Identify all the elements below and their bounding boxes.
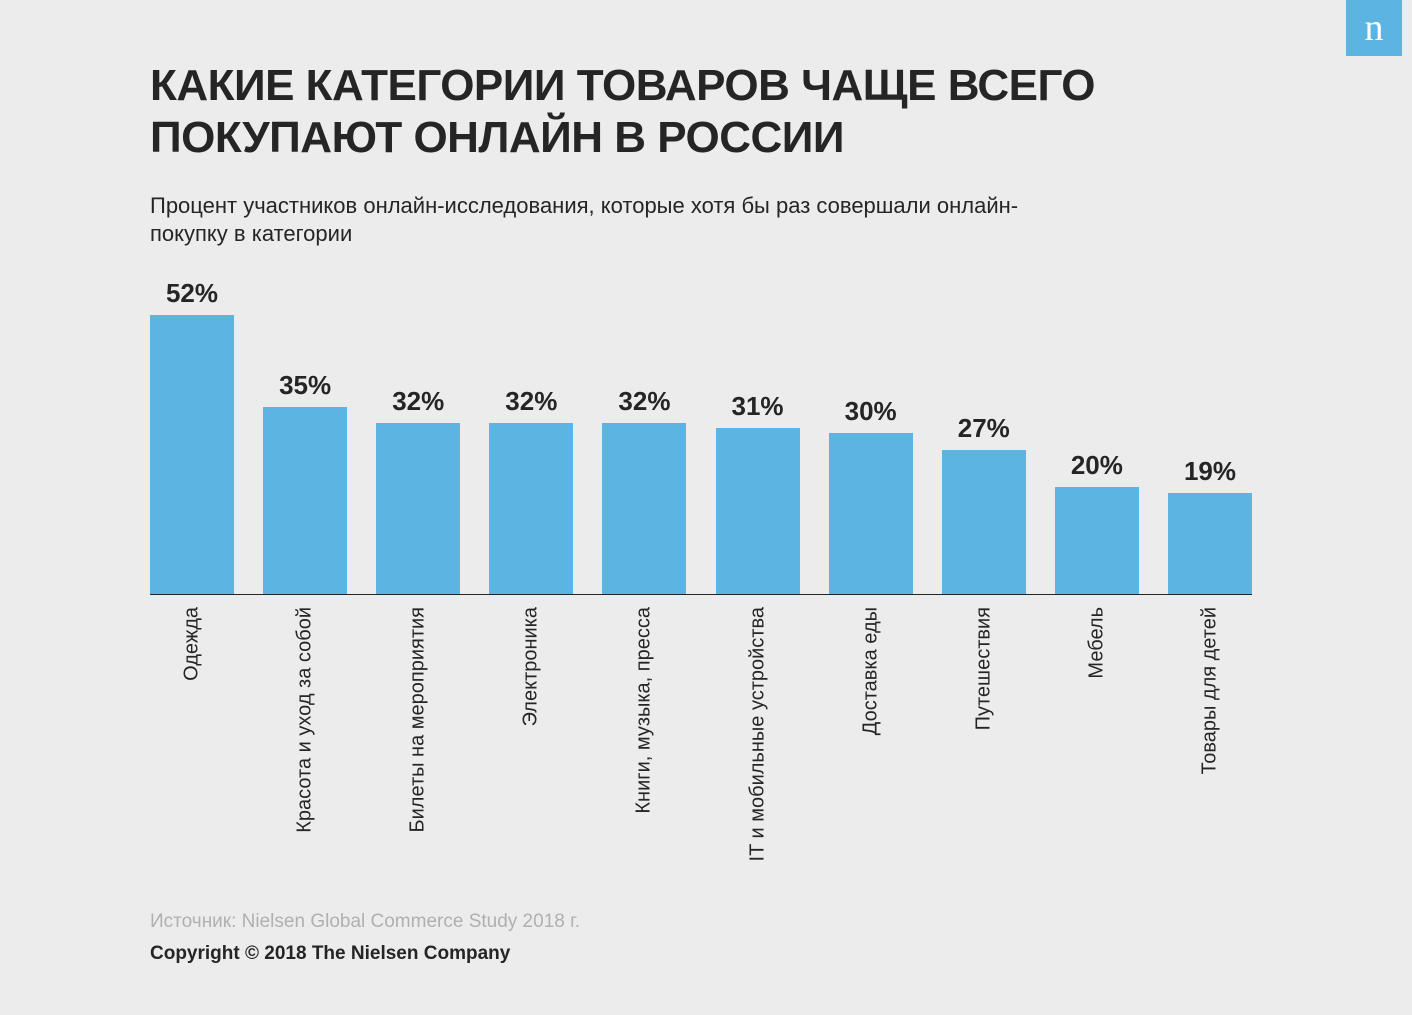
bar [602, 423, 686, 595]
bar-column: 32%Электроника [489, 386, 573, 595]
bar-category-label: Товары для детей [1198, 607, 1221, 774]
bar-category-label: IT и мобильные устройства [746, 607, 769, 861]
chart-title: КАКИЕ КАТЕГОРИИ ТОВАРОВ ЧАЩЕ ВСЕГО ПОКУП… [150, 60, 1262, 164]
bar-column: 31%IT и мобильные устройства [716, 391, 800, 595]
bar-category-label: Билеты на мероприятия [407, 607, 430, 832]
bar-column: 19%Товары для детей [1168, 456, 1252, 595]
bar-column: 30%Доставка еды [829, 396, 913, 595]
bar-category-label: Одежда [181, 607, 204, 681]
x-axis-line [150, 594, 1252, 595]
brand-logo-letter: n [1365, 6, 1384, 50]
bar-value-label: 32% [618, 386, 670, 417]
bar-value-label: 30% [845, 396, 897, 427]
bar [376, 423, 460, 595]
bar-category-label: Красота и уход за собой [294, 607, 317, 833]
bar-column: 20%Мебель [1055, 450, 1139, 595]
chart-subtitle: Процент участников онлайн-исследования, … [150, 192, 1050, 249]
bar-value-label: 32% [505, 386, 557, 417]
bar-value-label: 35% [279, 370, 331, 401]
bar [942, 450, 1026, 595]
bar-column: 32%Билеты на мероприятия [376, 386, 460, 595]
bar-category-label: Электроника [520, 607, 543, 726]
bar-column: 27%Путешествия [942, 413, 1026, 595]
copyright-text: Copyright © 2018 The Nielsen Company [150, 943, 1262, 965]
bar-category-label: Путешествия [972, 607, 995, 730]
bar-chart: 52%Одежда35%Красота и уход за собой32%Би… [150, 305, 1262, 875]
bar-value-label: 27% [958, 413, 1010, 444]
bar-value-label: 20% [1071, 450, 1123, 481]
bar [150, 315, 234, 595]
bar [489, 423, 573, 595]
bar-column: 52%Одежда [150, 278, 234, 595]
bar [1168, 493, 1252, 595]
source-text: Источник: Nielsen Global Commerce Study … [150, 911, 1262, 933]
bar-category-label: Мебель [1085, 607, 1108, 679]
bar-value-label: 32% [392, 386, 444, 417]
footer: Источник: Nielsen Global Commerce Study … [150, 911, 1262, 965]
bar [829, 433, 913, 595]
bar-category-label: Книги, музыка, пресса [633, 607, 656, 814]
bar-value-label: 19% [1184, 456, 1236, 487]
bar-column: 35%Красота и уход за собой [263, 370, 347, 595]
bar-value-label: 31% [732, 391, 784, 422]
bar [716, 428, 800, 595]
brand-logo-badge: n [1346, 0, 1402, 56]
bar [1055, 487, 1139, 595]
bar-value-label: 52% [166, 278, 218, 309]
content-container: КАКИЕ КАТЕГОРИИ ТОВАРОВ ЧАЩЕ ВСЕГО ПОКУП… [0, 0, 1412, 1005]
bar [263, 407, 347, 595]
bar-column: 32%Книги, музыка, пресса [602, 386, 686, 595]
bar-group: 52%Одежда 35%Красота и уход за собой 32%Би… [150, 278, 1252, 595]
bar-category-label: Доставка еды [859, 607, 882, 735]
